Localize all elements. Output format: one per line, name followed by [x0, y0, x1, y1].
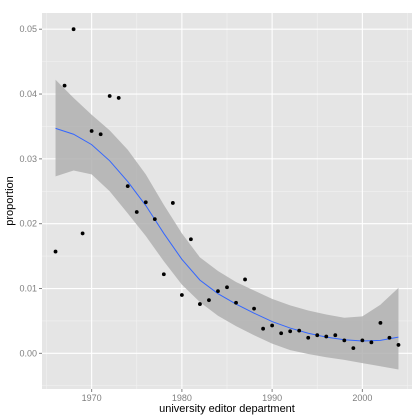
data-point	[360, 338, 365, 343]
data-point	[179, 293, 184, 297]
data-point	[279, 331, 284, 336]
data-point	[98, 132, 103, 137]
data-point	[207, 298, 211, 303]
data-point	[351, 346, 356, 351]
data-point	[369, 340, 374, 345]
data-point	[125, 184, 130, 188]
data-point	[306, 335, 311, 340]
data-point	[62, 83, 67, 88]
x-tick-label: 1970	[82, 393, 102, 403]
data-point	[170, 201, 175, 205]
y-axis-ticks: 0.00 0.01 0.02 0.03 0.04 0.05	[19, 24, 42, 358]
data-point	[134, 210, 139, 214]
x-axis-ticks: 1970 1980 1990 2000	[82, 389, 372, 403]
data-point	[198, 302, 202, 306]
data-point	[53, 249, 58, 254]
data-point	[378, 320, 383, 325]
major-gridlines	[42, 13, 412, 389]
data-point	[161, 272, 166, 277]
x-tick-label: 2000	[352, 393, 372, 403]
data-point	[216, 289, 220, 294]
data-point	[71, 27, 76, 32]
x-axis-title: university editor department	[159, 403, 295, 415]
data-point	[143, 200, 148, 205]
smooth-line	[55, 127, 399, 342]
y-tick-label: 0.02	[19, 219, 37, 229]
data-point	[261, 326, 265, 331]
y-tick-label: 0.04	[19, 89, 37, 99]
y-tick-label: 0.05	[19, 24, 37, 34]
data-point	[243, 277, 247, 282]
data-point	[288, 329, 293, 334]
data-points	[53, 27, 401, 351]
data-point	[189, 237, 193, 242]
data-point	[252, 306, 256, 311]
data-point	[80, 231, 85, 236]
data-point	[234, 300, 238, 305]
data-point	[324, 334, 329, 339]
data-point	[333, 333, 338, 338]
data-point	[342, 338, 347, 343]
data-point	[107, 94, 112, 98]
x-tick-label: 1980	[172, 393, 192, 403]
y-tick-label: 0.03	[19, 154, 37, 164]
data-point	[89, 129, 94, 133]
y-tick-label: 0.00	[19, 348, 37, 358]
y-tick-label: 0.01	[19, 284, 37, 294]
data-point	[387, 335, 392, 340]
x-tick-label: 1990	[262, 393, 282, 403]
data-point	[225, 285, 229, 290]
data-point	[396, 343, 401, 347]
y-axis-title: proportion	[4, 176, 16, 226]
data-point	[116, 96, 121, 100]
data-point	[270, 323, 275, 328]
data-point	[315, 333, 320, 338]
data-point	[152, 217, 157, 222]
data-point	[297, 328, 302, 333]
